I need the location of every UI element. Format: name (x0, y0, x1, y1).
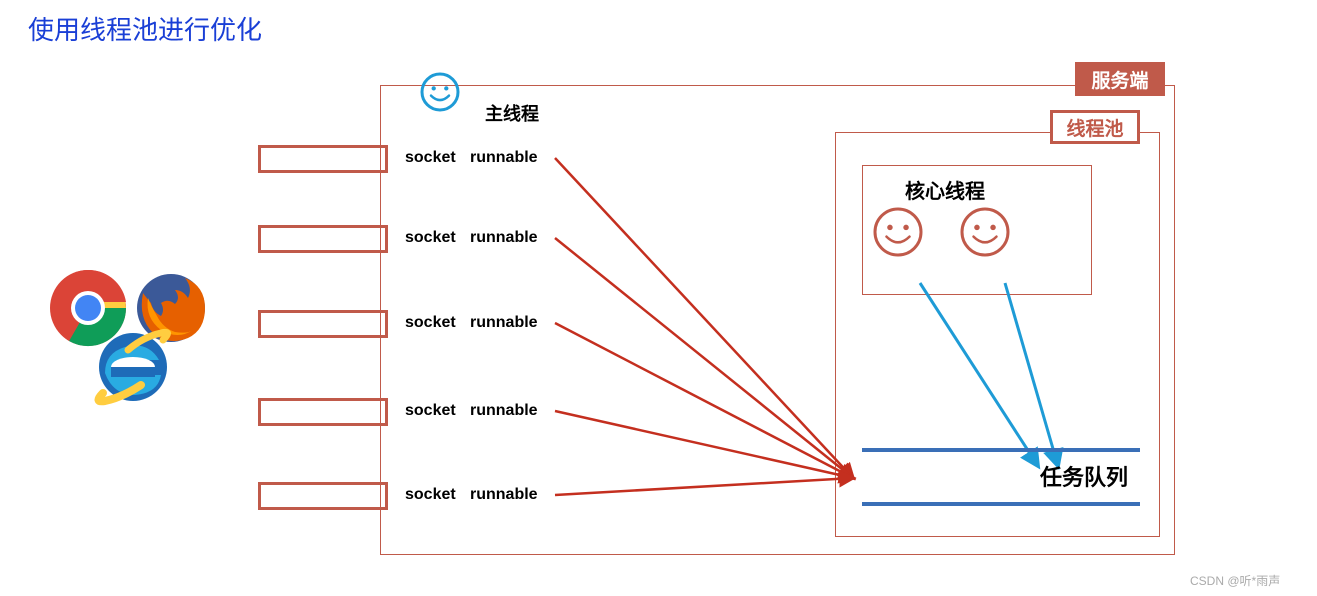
main-thread-icon (419, 71, 461, 113)
socket-box (258, 398, 388, 426)
socket-box (258, 225, 388, 253)
socket-label: socket (405, 402, 456, 420)
main-thread-label: 主线程 (485, 100, 539, 126)
core-thread-icon (959, 206, 1011, 258)
runnable-label: runnable (470, 229, 538, 247)
runnable-label: runnable (470, 486, 538, 504)
core-thread-icon (872, 206, 924, 258)
core-threads-label: 核心线程 (905, 175, 985, 204)
socket-box (258, 310, 388, 338)
socket-label: socket (405, 486, 456, 504)
runnable-label: runnable (470, 149, 538, 167)
firefox-icon (137, 274, 205, 342)
socket-label: socket (405, 149, 456, 167)
runnable-label: runnable (470, 314, 538, 332)
diagram-canvas: 使用线程池进行优化 服务端 线程池 核心线程 主线程 socket runnabl… (0, 0, 1317, 596)
server-tag: 服务端 (1075, 62, 1165, 96)
socket-box (258, 482, 388, 510)
queue-line (862, 448, 1140, 452)
threadpool-tag: 线程池 (1050, 110, 1140, 144)
chrome-icon (50, 270, 126, 346)
task-queue-label: 任务队列 (1040, 460, 1128, 492)
ie-icon (98, 332, 167, 401)
watermark: CSDN @听*雨声 (1190, 572, 1280, 589)
socket-label: socket (405, 229, 456, 247)
runnable-label: runnable (470, 402, 538, 420)
queue-line (862, 502, 1140, 506)
browser-icons (38, 260, 218, 410)
socket-label: socket (405, 314, 456, 332)
socket-box (258, 145, 388, 173)
page-title: 使用线程池进行优化 (28, 10, 262, 47)
